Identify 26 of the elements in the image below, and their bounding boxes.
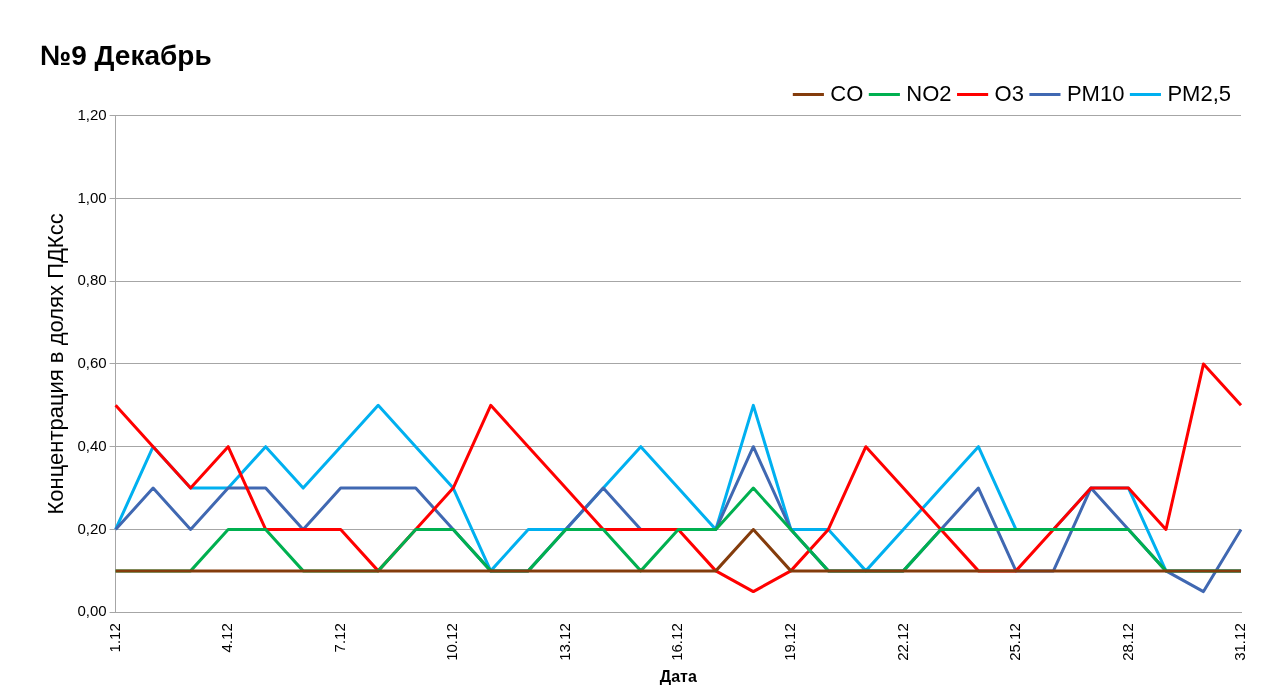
x-tick-label: 22.12	[893, 623, 911, 661]
y-tick-label: 0,80	[77, 271, 107, 289]
chart-title: №9 Декабрь	[40, 39, 212, 71]
legend-label: PM10	[1066, 80, 1125, 106]
y-tick-label: 0,00	[77, 602, 107, 620]
x-tick-label: 7.12	[330, 623, 348, 653]
x-tick-label: 19.12	[780, 623, 798, 661]
x-tick-label: 10.12	[443, 623, 461, 661]
legend-label: PM2,5	[1167, 80, 1232, 106]
x-axis-title: Дата	[659, 667, 697, 685]
x-tick-label: 1.12	[105, 623, 123, 653]
y-tick-label: 0,20	[77, 519, 107, 537]
legend-label: CO	[830, 80, 864, 106]
y-tick-label: 1,20	[77, 105, 107, 123]
x-tick-label: 16.12	[668, 623, 686, 661]
legend-label: O3	[994, 80, 1024, 106]
x-tick-label: 28.12	[1118, 623, 1136, 661]
y-tick-label: 0,40	[77, 436, 107, 454]
x-tick-label: 4.12	[218, 623, 236, 653]
y-tick-label: 1,00	[77, 188, 107, 206]
legend-label: NO2	[906, 80, 952, 106]
y-axis-title: Концентрация в долях ПДКсс	[43, 213, 69, 515]
x-tick-label: 13.12	[555, 623, 573, 661]
y-tick-label: 0,60	[77, 354, 107, 372]
x-tick-label: 25.12	[1006, 623, 1024, 661]
x-tick-label: 31.12	[1231, 623, 1249, 661]
